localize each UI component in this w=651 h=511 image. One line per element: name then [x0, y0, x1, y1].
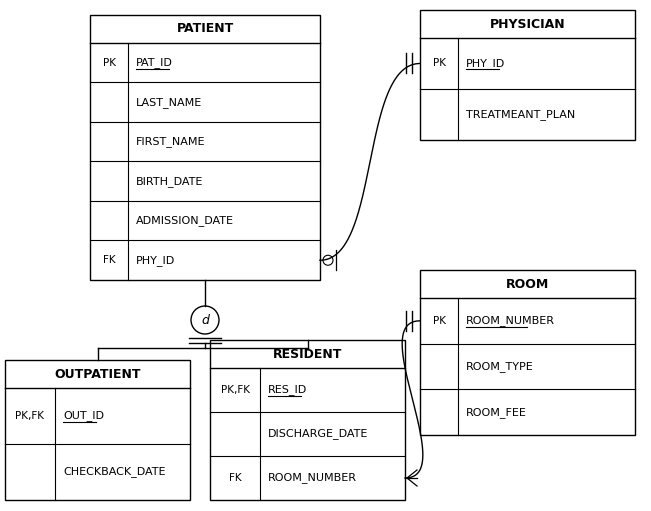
Text: ROOM_TYPE: ROOM_TYPE	[466, 361, 534, 372]
Text: PATIENT: PATIENT	[176, 22, 234, 35]
Text: PHYSICIAN: PHYSICIAN	[490, 17, 565, 31]
Text: PK: PK	[432, 58, 445, 68]
Bar	[90, 15, 320, 280]
Text: DISCHARGE_DATE: DISCHARGE_DATE	[268, 429, 368, 439]
Bar	[420, 270, 635, 435]
Text: PK: PK	[432, 316, 445, 326]
Text: PHY_ID: PHY_ID	[466, 58, 505, 69]
Text: RES_ID: RES_ID	[268, 385, 307, 396]
Text: FIRST_NAME: FIRST_NAME	[136, 136, 206, 147]
Text: ROOM_NUMBER: ROOM_NUMBER	[466, 315, 555, 327]
Text: PAT_ID: PAT_ID	[136, 57, 173, 68]
Bar	[5, 360, 190, 500]
Text: LAST_NAME: LAST_NAME	[136, 97, 202, 108]
Text: PK: PK	[102, 58, 115, 68]
Text: CHECKBACK_DATE: CHECKBACK_DATE	[63, 467, 165, 477]
Text: OUT_ID: OUT_ID	[63, 410, 104, 422]
Text: ROOM: ROOM	[506, 277, 549, 290]
Text: PK,FK: PK,FK	[16, 411, 44, 421]
Text: ADMISSION_DATE: ADMISSION_DATE	[136, 215, 234, 226]
Text: d: d	[201, 314, 209, 327]
Text: TREATMEANT_PLAN: TREATMEANT_PLAN	[466, 109, 575, 120]
Text: FK: FK	[103, 256, 115, 265]
Bar	[210, 340, 405, 500]
Text: OUTPATIENT: OUTPATIENT	[54, 367, 141, 381]
Text: FK: FK	[229, 473, 242, 483]
Text: ROOM_FEE: ROOM_FEE	[466, 407, 527, 417]
Text: RESIDENT: RESIDENT	[273, 347, 342, 360]
Bar	[420, 10, 635, 140]
Text: PHY_ID: PHY_ID	[136, 255, 175, 266]
Text: PK,FK: PK,FK	[221, 385, 249, 395]
Text: BIRTH_DATE: BIRTH_DATE	[136, 176, 203, 187]
Text: ROOM_NUMBER: ROOM_NUMBER	[268, 473, 357, 483]
